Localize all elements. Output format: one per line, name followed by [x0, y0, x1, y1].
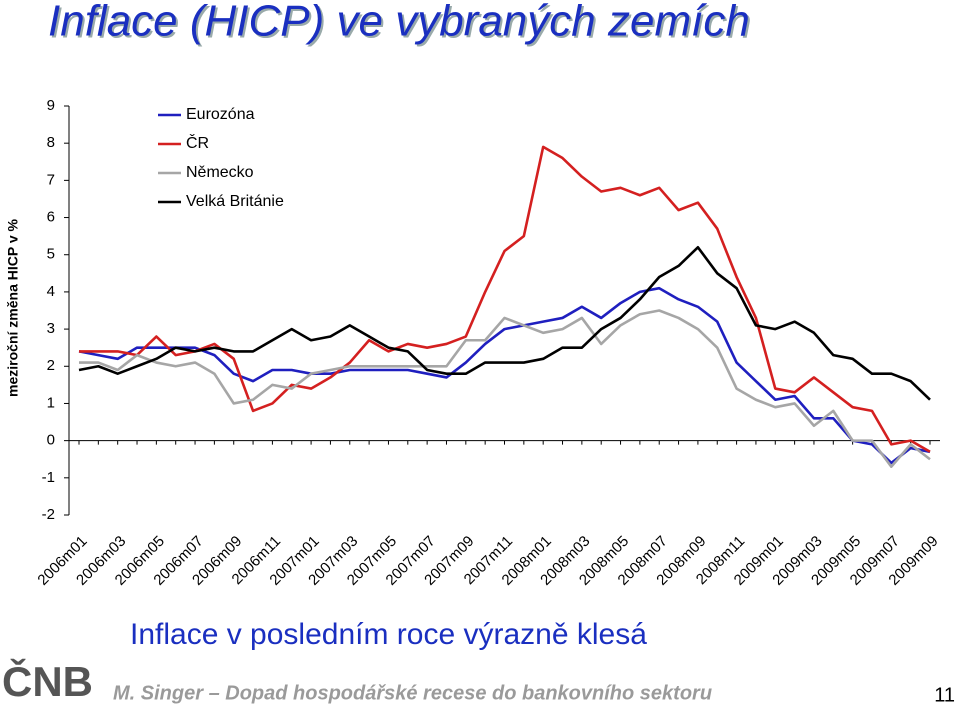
y-tick-label: 9	[47, 97, 55, 114]
y-tick-label: 6	[47, 209, 55, 226]
legend-label: Německo	[186, 164, 254, 181]
subtitle: Inflace v posledním roce výrazně klesá	[130, 618, 647, 651]
logo: ČNB	[2, 657, 93, 705]
y-tick-label: 5	[47, 246, 55, 263]
page-number: 11	[934, 684, 955, 706]
series-line	[79, 309, 931, 468]
footer: M. Singer – Dopad hospodářské recese do …	[113, 682, 712, 704]
legend-label: Velká Británie	[186, 193, 284, 210]
chart-title: Inflace (HICP) ve vybraných zemích	[48, 0, 750, 46]
y-tick-label: 8	[47, 134, 55, 151]
y-tick-label: -1	[42, 469, 55, 486]
series-line	[78, 286, 931, 465]
y-tick-label: 7	[47, 171, 55, 188]
y-tick-label: 2	[47, 357, 55, 374]
legend-label: ČR	[186, 133, 209, 152]
series-line	[78, 245, 931, 401]
legend-label: Eurozóna	[186, 106, 255, 123]
y-tick-label: -2	[42, 506, 55, 523]
title-shadow: Inflace (HICP) ve vybraných zemích	[50, 0, 752, 48]
y-axis-label: meziroční změna HICP v %	[5, 218, 21, 396]
y-tick-label: 3	[47, 320, 55, 337]
y-tick-label: 1	[47, 394, 55, 411]
y-tick-label: 4	[47, 283, 55, 300]
y-tick-label: 0	[47, 432, 55, 449]
